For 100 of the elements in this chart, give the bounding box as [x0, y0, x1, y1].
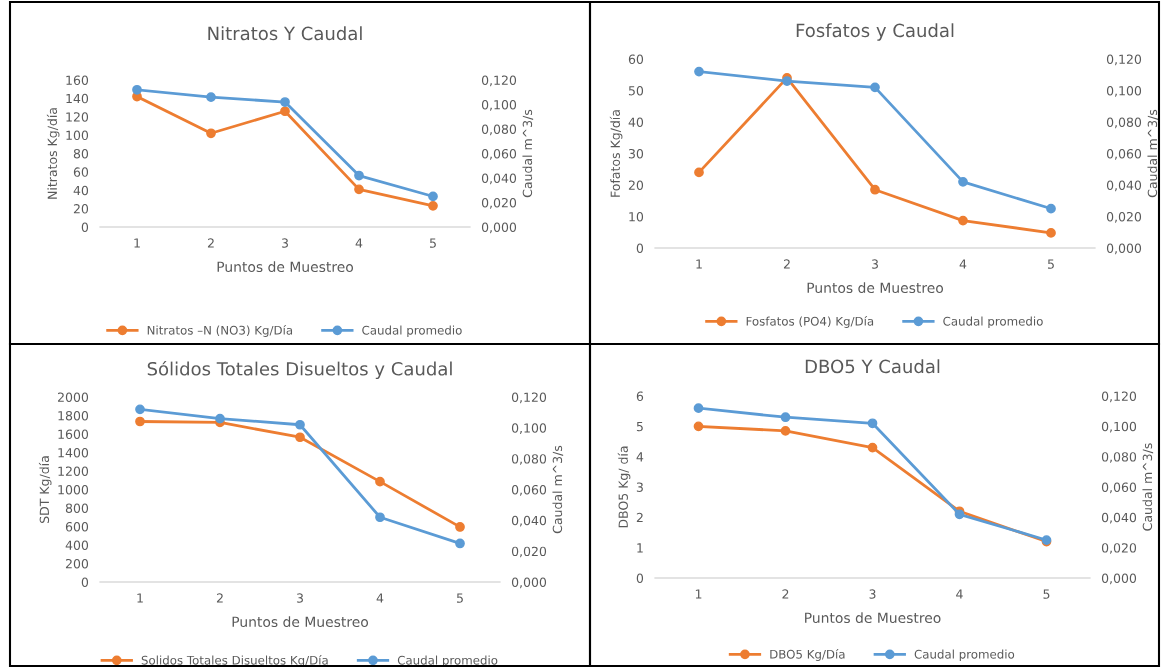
x-tick-label: 3 — [281, 238, 288, 248]
x-tick-label: 4 — [355, 238, 363, 248]
x-tick-label: 1 — [695, 589, 702, 599]
y-tick-label: 140 — [66, 93, 89, 104]
x-axis-title: Puntos de Muestreo — [232, 616, 369, 628]
y-tick-label: 40 — [73, 185, 89, 196]
x-tick-label: 1 — [696, 259, 702, 269]
y-tick-label: 2 — [636, 512, 643, 523]
x-tick-label: 3 — [869, 589, 876, 599]
chart-title: Fosfatos y Caudal — [796, 23, 954, 41]
legend-label: DBO5 Kg/Día — [770, 649, 845, 661]
y-tick-label: 120 — [66, 112, 89, 122]
y-tick-label: 1 — [637, 543, 643, 553]
y2-axis-title: Caudal m^3/s — [1142, 443, 1154, 531]
y-tick-label: 400 — [65, 540, 89, 550]
y2-tick-label: 0,020 — [481, 197, 517, 209]
y-tick-label: 600 — [65, 521, 89, 532]
y2-tick-label: 0,040 — [481, 173, 517, 185]
x-tick-label: 4 — [376, 593, 384, 603]
x-axis-title: Puntos de Muestreo — [805, 612, 941, 624]
x-tick-label: 2 — [216, 593, 223, 603]
y-tick-label: 1400 — [58, 447, 89, 458]
legend-label: Caudal promedio — [397, 655, 498, 667]
y-tick-label: 800 — [65, 503, 89, 513]
y-tick-label: 1600 — [58, 429, 89, 439]
y-tick-label: 160 — [66, 75, 89, 85]
y2-axis-title: Caudal m^3/s — [1147, 109, 1159, 198]
x-axis-title: Puntos de Muestreo — [807, 282, 944, 294]
y2-tick-label: 0,100 — [511, 423, 547, 435]
x-tick-label: 3 — [871, 259, 878, 269]
y2-tick-label: 0,060 — [511, 484, 547, 496]
y2-tick-label: 0,060 — [481, 148, 517, 160]
y2-tick-label: 0,120 — [1106, 54, 1142, 66]
legend-label: Caudal promedio — [914, 649, 1015, 661]
y2-axis-title: Caudal m^3/s — [552, 445, 564, 534]
legend-label: Caudal promedio — [362, 325, 462, 337]
x-axis-title: Puntos de Muestreo — [217, 261, 354, 273]
y-axis-title: SDT Kg/día — [38, 456, 52, 523]
legend-label: Caudal promedio — [943, 316, 1043, 328]
y-tick-label: 3 — [636, 482, 643, 492]
y2-tick-label: 0,020 — [1106, 211, 1142, 223]
x-tick-label: 2 — [782, 589, 789, 599]
x-tick-label: 3 — [296, 593, 303, 603]
y-tick-label: 1200 — [58, 466, 89, 476]
x-tick-label: 4 — [959, 259, 967, 269]
y-tick-label: 0 — [636, 243, 644, 253]
y-tick-label: 80 — [73, 148, 89, 159]
y-tick-label: 10 — [629, 211, 644, 222]
y-tick-label: 1800 — [58, 410, 89, 421]
x-tick-label: 4 — [956, 589, 963, 599]
y-axis-title: Nitratos Kg/día — [46, 108, 60, 199]
y-tick-label: 0 — [636, 573, 644, 583]
y2-tick-label: 0,000 — [1106, 243, 1142, 255]
y2-tick-label: 0,040 — [511, 515, 547, 527]
y2-tick-label: 0,040 — [1106, 180, 1142, 192]
y2-axis-title: Caudal m^3/s — [522, 109, 534, 198]
y2-tick-label: 0,000 — [511, 577, 547, 589]
y2-tick-label: 0,020 — [511, 546, 547, 558]
x-tick-label: 5 — [429, 238, 436, 248]
y2-tick-label: 0,100 — [1101, 421, 1137, 433]
y2-tick-label: 0,080 — [1101, 452, 1137, 463]
x-tick-label: 2 — [207, 238, 214, 248]
y2-tick-label: 0,120 — [1101, 391, 1137, 403]
y2-tick-label: 0,100 — [1106, 85, 1142, 97]
y2-tick-label: 0,000 — [481, 222, 517, 234]
y-tick-label: 60 — [73, 167, 89, 177]
y-tick-label: 0 — [81, 577, 89, 587]
x-tick-label: 5 — [1043, 589, 1050, 599]
x-tick-label: 5 — [1047, 259, 1054, 269]
y-axis-title: Fofatos Kg/día — [609, 110, 623, 197]
y-tick-label: 20 — [73, 204, 89, 214]
chart-title: DBO5 Y Caudal — [805, 359, 940, 374]
y2-tick-label: 0,080 — [1106, 117, 1142, 129]
y-tick-label: 1000 — [58, 484, 89, 495]
y2-tick-label: 0,060 — [1101, 482, 1137, 494]
x-tick-label: 1 — [137, 593, 143, 603]
x-tick-label: 1 — [134, 238, 140, 248]
y-tick-label: 5 — [636, 421, 643, 432]
y-tick-label: 20 — [628, 180, 644, 190]
y-tick-label: 200 — [65, 558, 89, 569]
y2-tick-label: 0,080 — [481, 124, 517, 136]
y-tick-label: 6 — [636, 391, 644, 401]
y2-tick-label: 0,120 — [481, 75, 517, 87]
y-tick-label: 0 — [81, 222, 89, 232]
y-tick-label: 60 — [628, 54, 644, 64]
y-tick-label: 100 — [66, 130, 89, 141]
chart-title: Nitratos Y Caudal — [208, 26, 362, 41]
y2-tick-label: 0,060 — [1106, 148, 1142, 160]
y2-tick-label: 0,020 — [1101, 543, 1137, 554]
y-tick-label: 4 — [636, 452, 644, 462]
y-axis-title: DBO5 Kg/ día — [617, 446, 631, 528]
x-tick-label: 2 — [783, 259, 790, 269]
y-tick-label: 2000 — [57, 392, 89, 402]
x-tick-label: 5 — [456, 593, 463, 603]
y-tick-label: 30 — [628, 148, 644, 159]
y2-tick-label: 0,000 — [1101, 573, 1137, 585]
y2-tick-label: 0,100 — [481, 99, 517, 111]
chart-title: Sólidos Totales Disueltos y Caudal — [147, 360, 452, 380]
y-tick-label: 50 — [628, 85, 644, 96]
y2-tick-label: 0,080 — [511, 454, 547, 465]
